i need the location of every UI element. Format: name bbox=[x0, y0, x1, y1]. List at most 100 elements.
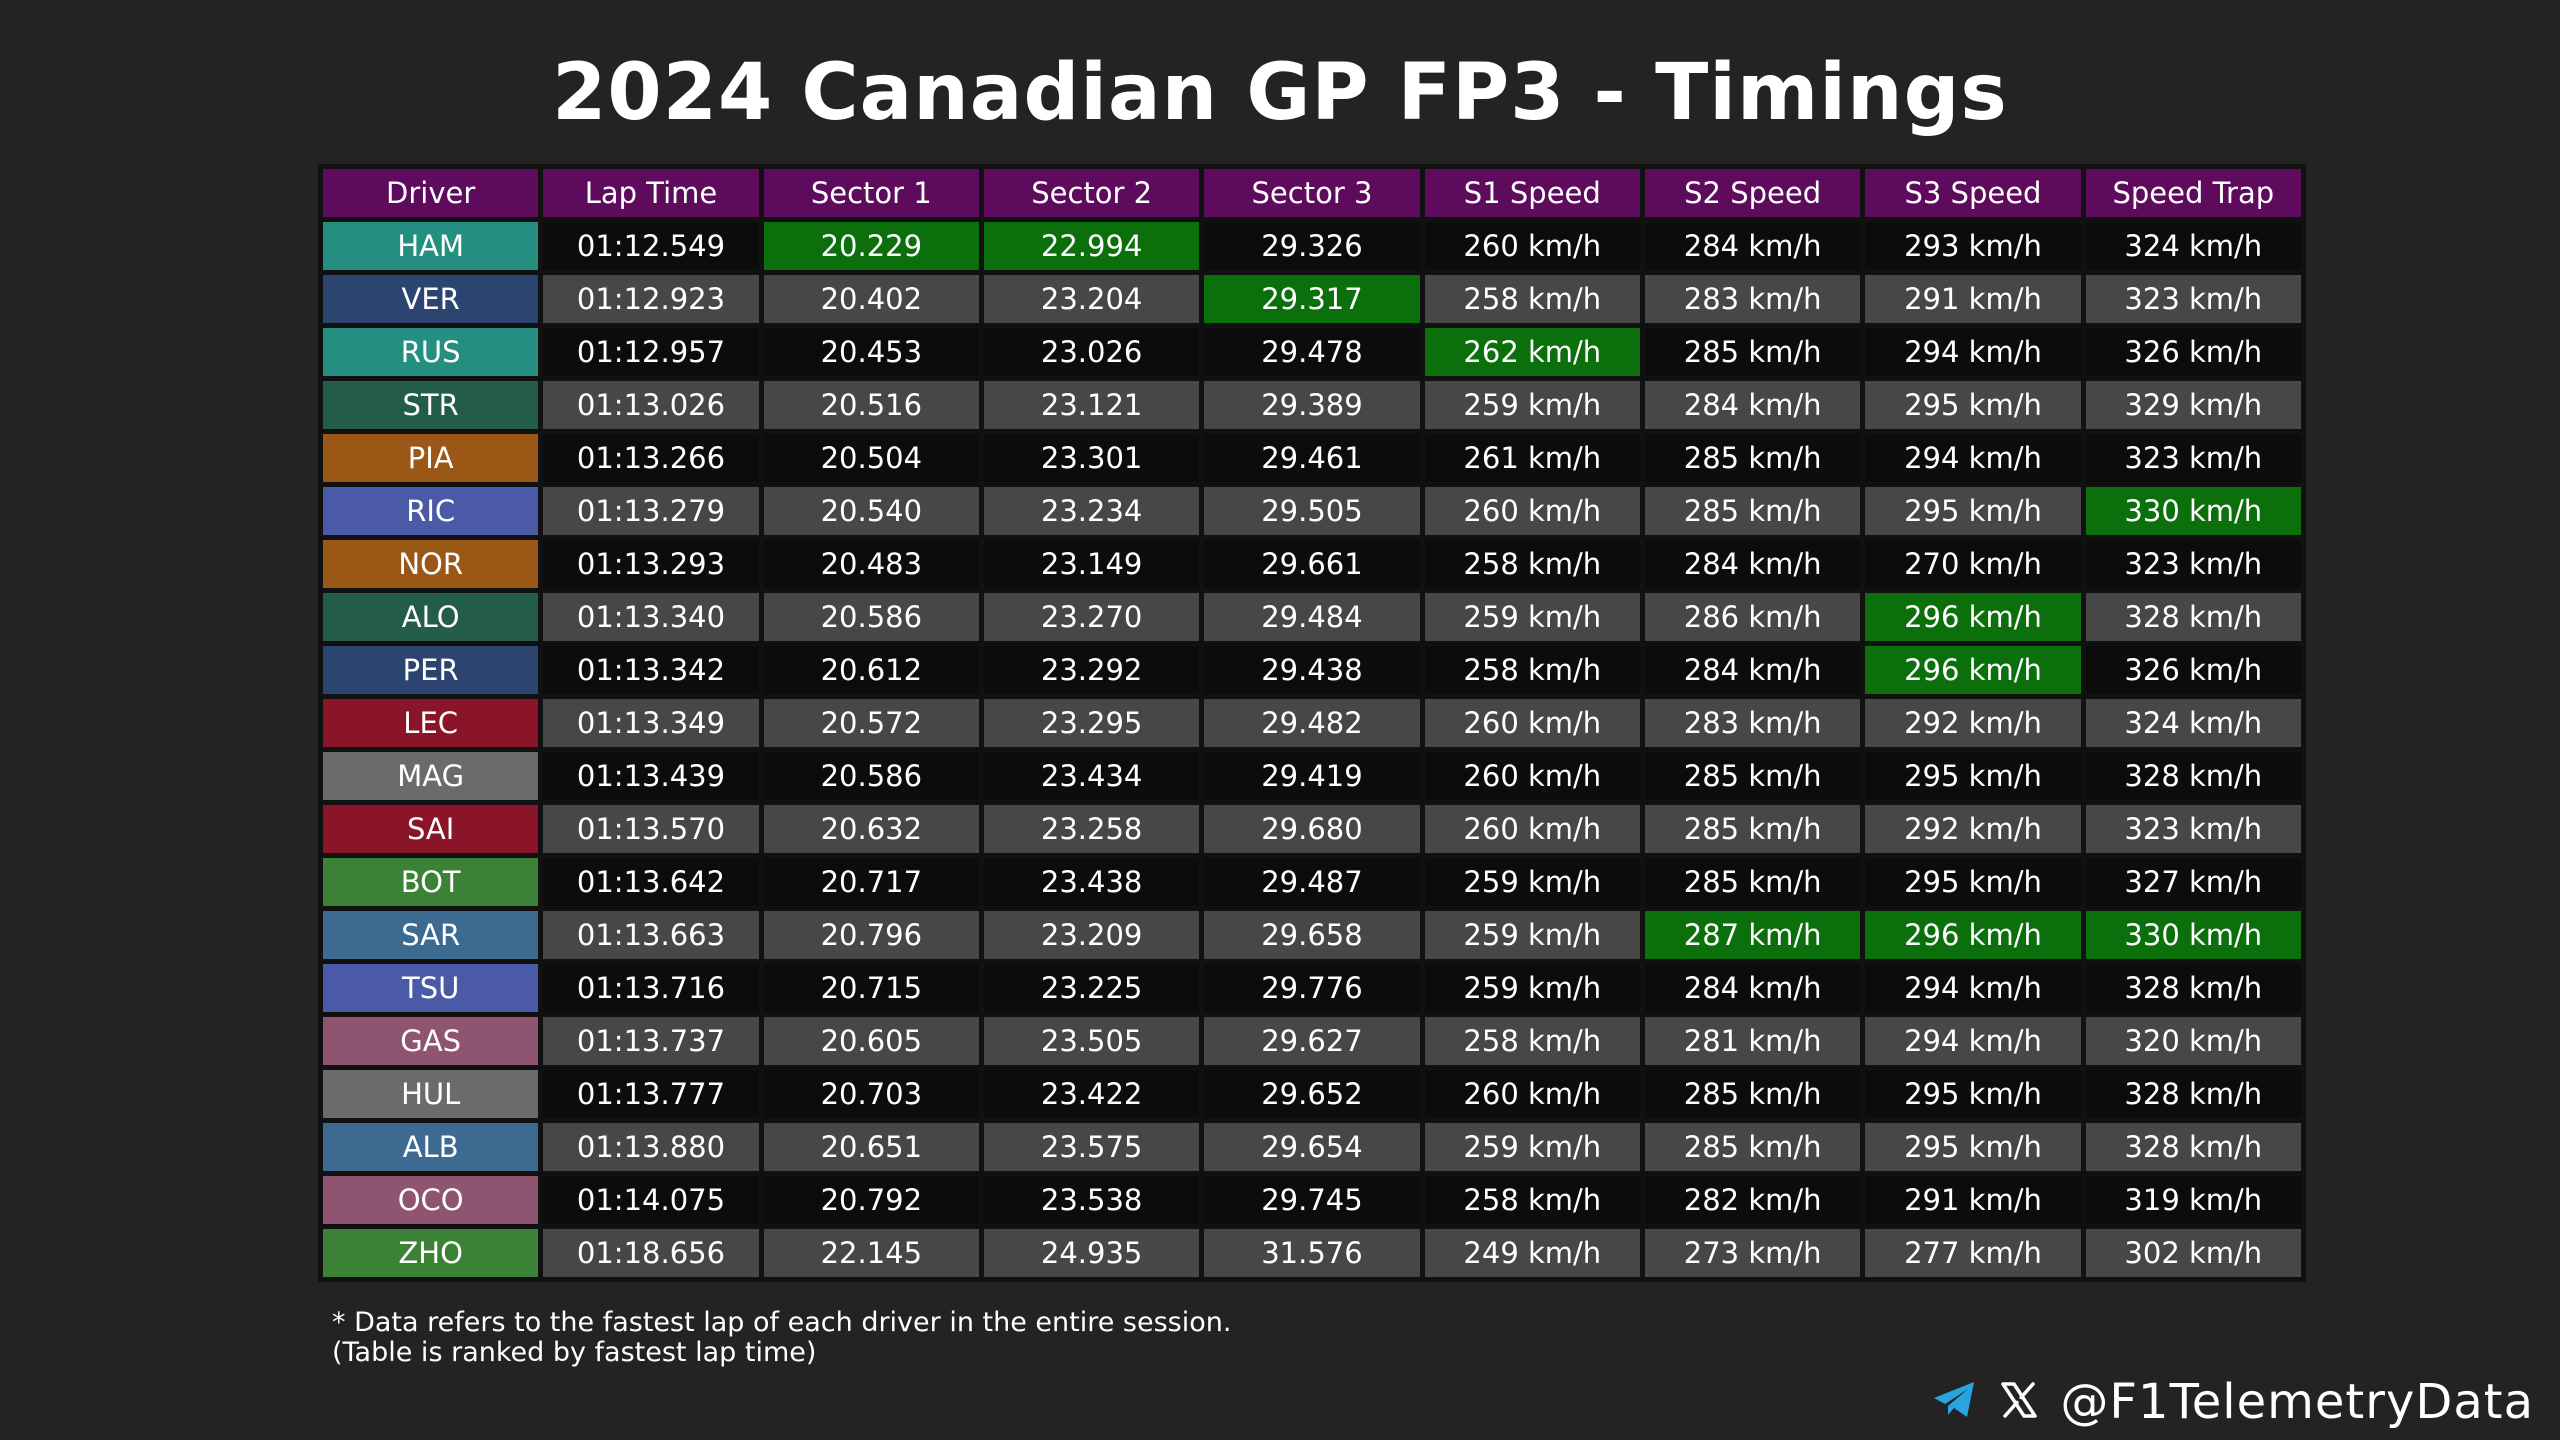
table-cell: 258 km/h bbox=[1424, 1176, 1640, 1224]
table-cell: 23.575 bbox=[983, 1123, 1200, 1171]
table-cell: 01:13.777 bbox=[543, 1070, 759, 1118]
table-cell: 29.661 bbox=[1204, 540, 1420, 588]
table-cell: 295 km/h bbox=[1865, 858, 2081, 906]
table-cell: 20.540 bbox=[763, 487, 979, 535]
table-cell: 260 km/h bbox=[1424, 222, 1640, 270]
column-header: Speed Trap bbox=[2085, 169, 2301, 217]
driver-cell: BOT bbox=[323, 858, 539, 906]
table-cell: 23.538 bbox=[983, 1176, 1200, 1224]
table-cell: 23.209 bbox=[983, 911, 1200, 959]
footnote: * Data refers to the fastest lap of each… bbox=[332, 1308, 1231, 1368]
table-cell: 260 km/h bbox=[1424, 752, 1640, 800]
table-cell: 01:13.349 bbox=[543, 699, 759, 747]
table-cell: 323 km/h bbox=[2085, 434, 2301, 482]
column-header: S1 Speed bbox=[1424, 169, 1640, 217]
table-cell: 284 km/h bbox=[1644, 540, 1861, 588]
table-row: STR 01:13.026 20.516 23.121 29.389 259 km/h 28… bbox=[323, 381, 2301, 429]
table-cell: 285 km/h bbox=[1644, 858, 1861, 906]
table-cell: 285 km/h bbox=[1644, 487, 1861, 535]
table-cell: 23.301 bbox=[983, 434, 1200, 482]
table-cell: 295 km/h bbox=[1865, 487, 2081, 535]
table-row: ALO 01:13.340 20.586 23.270 29.484 259 km/h 28… bbox=[323, 593, 2301, 641]
column-header: S2 Speed bbox=[1644, 169, 1861, 217]
table-cell: 283 km/h bbox=[1644, 275, 1861, 323]
driver-cell: TSU bbox=[323, 964, 539, 1012]
driver-cell: VER bbox=[323, 275, 539, 323]
table-cell: 24.935 bbox=[983, 1229, 1200, 1277]
table-cell: 23.422 bbox=[983, 1070, 1200, 1118]
table-cell: 20.703 bbox=[763, 1070, 979, 1118]
table-cell: 328 km/h bbox=[2085, 964, 2301, 1012]
table-cell: 01:13.342 bbox=[543, 646, 759, 694]
table-cell: 20.516 bbox=[763, 381, 979, 429]
table-cell: 23.295 bbox=[983, 699, 1200, 747]
column-header: Driver bbox=[323, 169, 539, 217]
table-cell: 01:13.663 bbox=[543, 911, 759, 959]
table-cell: 296 km/h bbox=[1865, 911, 2081, 959]
table-cell: 323 km/h bbox=[2085, 275, 2301, 323]
table-cell: 285 km/h bbox=[1644, 752, 1861, 800]
table-cell: 294 km/h bbox=[1865, 328, 2081, 376]
table-cell: 262 km/h bbox=[1424, 328, 1640, 376]
table-cell: 23.204 bbox=[983, 275, 1200, 323]
table-cell: 294 km/h bbox=[1865, 434, 2081, 482]
table-cell: 23.270 bbox=[983, 593, 1200, 641]
table-cell: 323 km/h bbox=[2085, 540, 2301, 588]
table-cell: 01:13.293 bbox=[543, 540, 759, 588]
table-cell: 20.586 bbox=[763, 593, 979, 641]
table-cell: 29.680 bbox=[1204, 805, 1420, 853]
driver-cell: ALO bbox=[323, 593, 539, 641]
table-cell: 295 km/h bbox=[1865, 1123, 2081, 1171]
table-cell: 260 km/h bbox=[1424, 1070, 1640, 1118]
page-title: 2024 Canadian GP FP3 - Timings bbox=[552, 48, 2008, 138]
table-cell: 20.229 bbox=[763, 222, 979, 270]
table-cell: 260 km/h bbox=[1424, 699, 1640, 747]
table-cell: 29.389 bbox=[1204, 381, 1420, 429]
driver-cell: RIC bbox=[323, 487, 539, 535]
table-cell: 329 km/h bbox=[2085, 381, 2301, 429]
table-row: LEC 01:13.349 20.572 23.295 29.482 260 km/h 28… bbox=[323, 699, 2301, 747]
table-cell: 258 km/h bbox=[1424, 540, 1640, 588]
table-cell: 31.576 bbox=[1204, 1229, 1420, 1277]
table-cell: 29.745 bbox=[1204, 1176, 1420, 1224]
table-cell: 20.796 bbox=[763, 911, 979, 959]
table-cell: 328 km/h bbox=[2085, 752, 2301, 800]
table-cell: 29.484 bbox=[1204, 593, 1420, 641]
table-body: HAM 01:12.549 20.229 22.994 29.326 260 km/h 28… bbox=[323, 222, 2301, 1277]
telegram-icon[interactable] bbox=[1932, 1380, 1978, 1424]
table-row: BOT 01:13.642 20.717 23.438 29.487 259 km/h 28… bbox=[323, 858, 2301, 906]
table-cell: 326 km/h bbox=[2085, 646, 2301, 694]
table-cell: 29.482 bbox=[1204, 699, 1420, 747]
table-cell: 328 km/h bbox=[2085, 1123, 2301, 1171]
table-row: SAR 01:13.663 20.796 23.209 29.658 259 km/h 28… bbox=[323, 911, 2301, 959]
table-cell: 295 km/h bbox=[1865, 752, 2081, 800]
table-cell: 284 km/h bbox=[1644, 646, 1861, 694]
table-cell: 320 km/h bbox=[2085, 1017, 2301, 1065]
table-cell: 29.317 bbox=[1204, 275, 1420, 323]
timings-table: Driver Lap Time Sector 1 Sector 2 Sector 3 S1… bbox=[318, 164, 2306, 1282]
table-cell: 261 km/h bbox=[1424, 434, 1640, 482]
table-cell: 22.994 bbox=[983, 222, 1200, 270]
driver-cell: ALB bbox=[323, 1123, 539, 1171]
social-handle[interactable]: @F1TelemetryData bbox=[2060, 1374, 2534, 1430]
x-icon[interactable] bbox=[2000, 1381, 2038, 1423]
table-row: SAI 01:13.570 20.632 23.258 29.680 260 km/h 28… bbox=[323, 805, 2301, 853]
table-row: ALB 01:13.880 20.651 23.575 29.654 259 km/h 28… bbox=[323, 1123, 2301, 1171]
table-row: NOR 01:13.293 20.483 23.149 29.661 258 km/h 28… bbox=[323, 540, 2301, 588]
table-cell: 01:13.266 bbox=[543, 434, 759, 482]
table-cell: 29.326 bbox=[1204, 222, 1420, 270]
table-cell: 20.651 bbox=[763, 1123, 979, 1171]
table-cell: 29.652 bbox=[1204, 1070, 1420, 1118]
column-header: S3 Speed bbox=[1865, 169, 2081, 217]
table-cell: 22.145 bbox=[763, 1229, 979, 1277]
table-row: PIA 01:13.266 20.504 23.301 29.461 261 km/h 28… bbox=[323, 434, 2301, 482]
table-cell: 282 km/h bbox=[1644, 1176, 1861, 1224]
driver-cell: ZHO bbox=[323, 1229, 539, 1277]
table-cell: 29.658 bbox=[1204, 911, 1420, 959]
table-cell: 302 km/h bbox=[2085, 1229, 2301, 1277]
driver-cell: GAS bbox=[323, 1017, 539, 1065]
table-cell: 23.026 bbox=[983, 328, 1200, 376]
table-cell: 330 km/h bbox=[2085, 911, 2301, 959]
table-cell: 20.612 bbox=[763, 646, 979, 694]
table-row: HUL 01:13.777 20.703 23.422 29.652 260 km/h 28… bbox=[323, 1070, 2301, 1118]
